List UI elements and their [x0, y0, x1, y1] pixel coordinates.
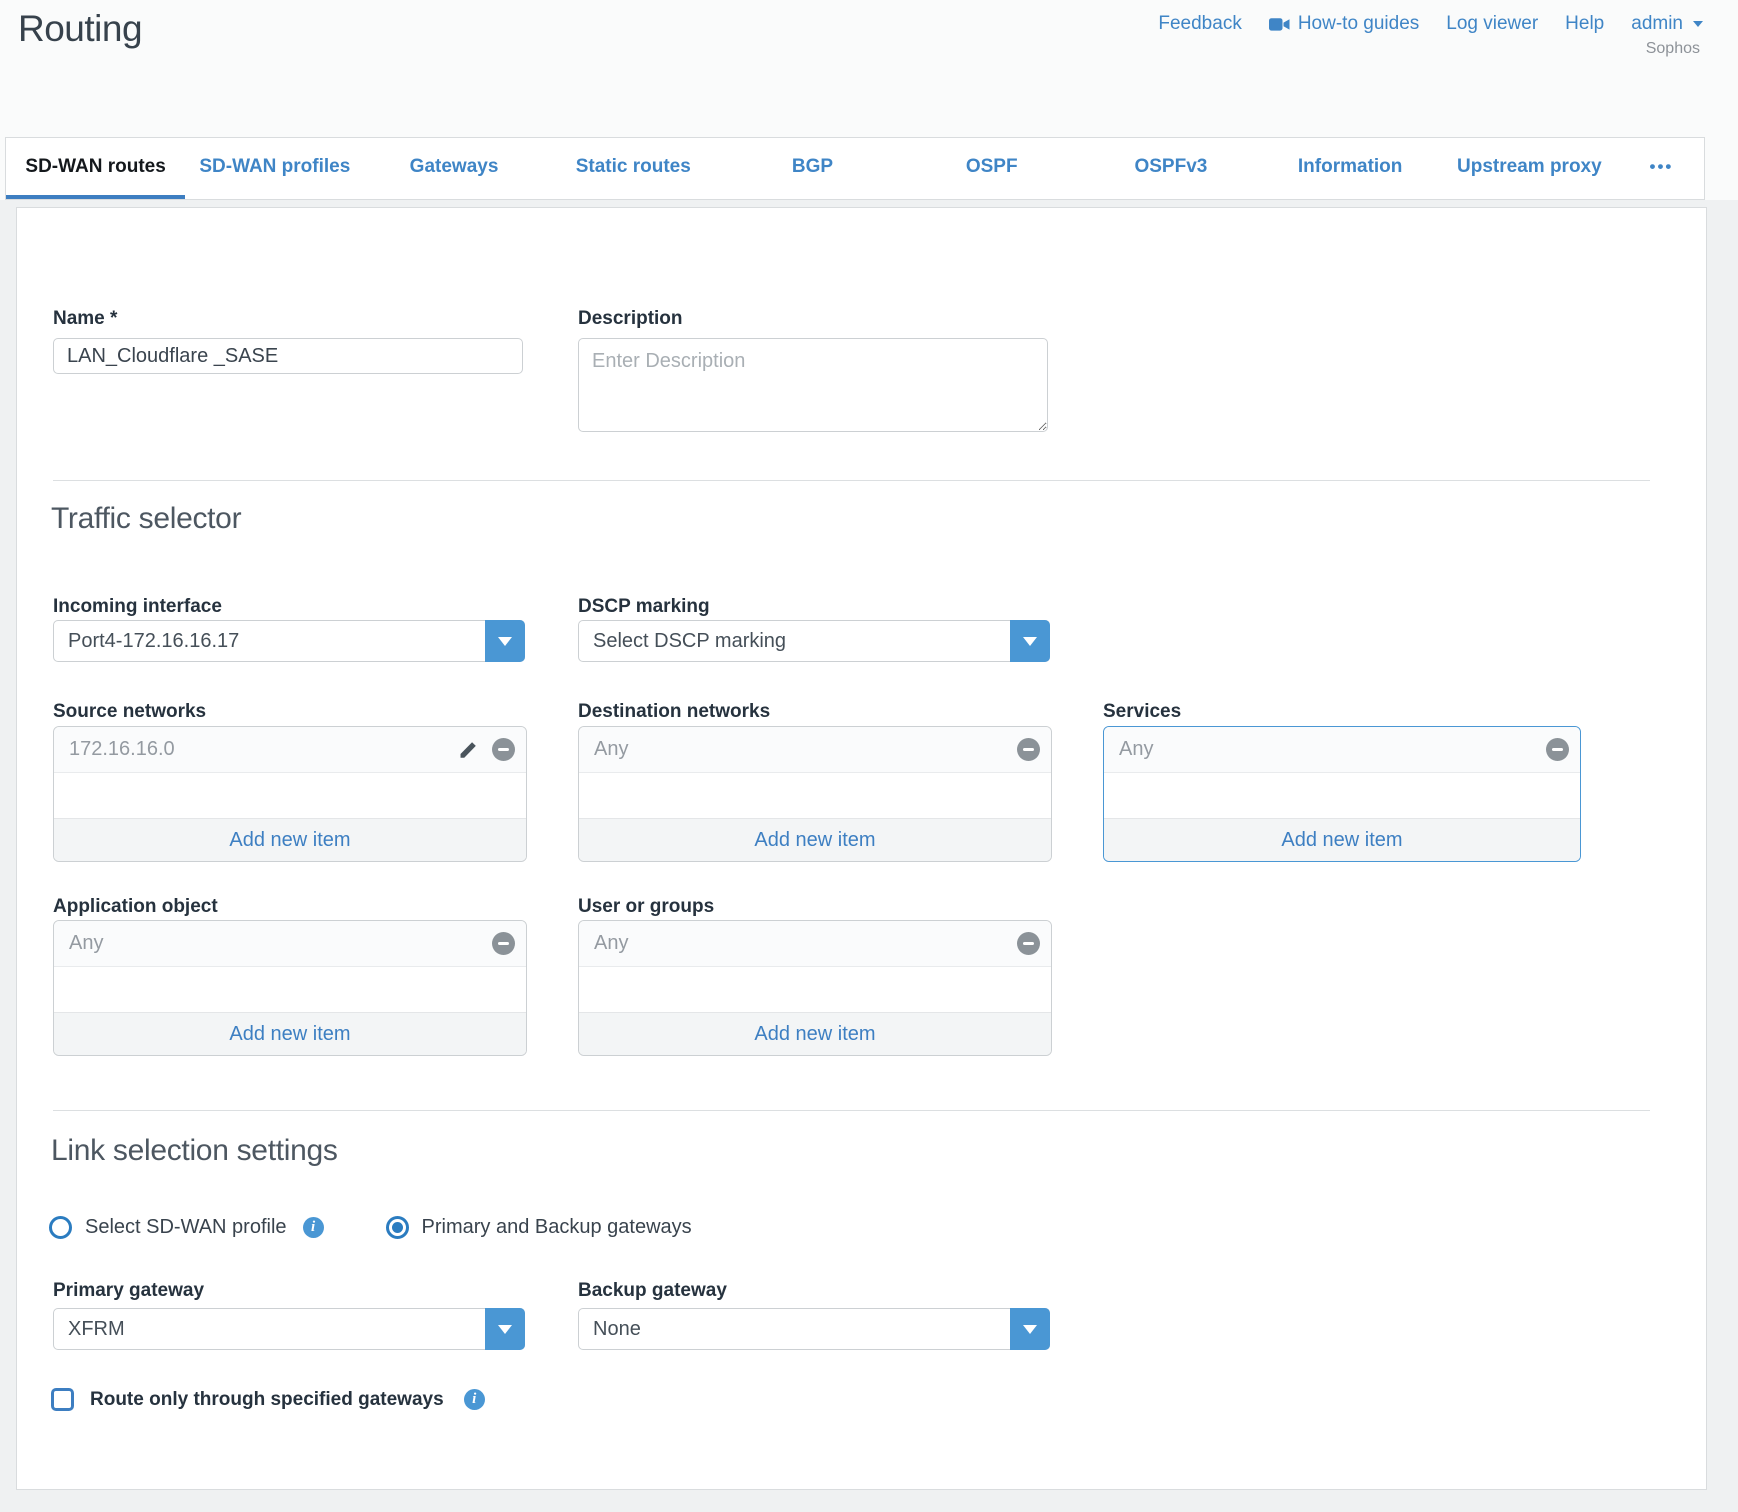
tab-bar: SD-WAN routes SD-WAN profiles Gateways S… — [5, 137, 1705, 200]
list-empty-area — [579, 773, 1051, 818]
description-textarea[interactable] — [578, 338, 1048, 432]
dropdown-arrow-icon[interactable] — [485, 620, 525, 662]
traffic-selector-heading: Traffic selector — [51, 502, 242, 535]
destination-networks-label: Destination networks — [578, 701, 771, 722]
help-link[interactable]: Help — [1565, 13, 1604, 35]
help-label: Help — [1565, 13, 1605, 34]
list-item: Any — [579, 727, 1051, 773]
list-item: Any — [54, 921, 526, 967]
add-new-item-button[interactable]: Add new item — [579, 1012, 1051, 1055]
tab-gateways[interactable]: Gateways — [409, 155, 499, 177]
incoming-interface-label: Incoming interface — [53, 596, 222, 617]
dropdown-arrow-icon[interactable] — [1010, 620, 1050, 662]
video-camera-icon — [1268, 17, 1290, 32]
admin-label: admin — [1631, 13, 1683, 34]
dscp-marking-select[interactable]: Select DSCP marking — [578, 620, 1050, 662]
add-new-item-button[interactable]: Add new item — [54, 1012, 526, 1055]
tab-bgp[interactable]: BGP — [791, 155, 834, 177]
primary-gateway-select[interactable]: XFRM — [53, 1308, 525, 1350]
feedback-link[interactable]: Feedback — [1158, 13, 1241, 35]
list-item: Any — [1104, 727, 1580, 773]
list-item-label: Any — [594, 738, 629, 760]
incoming-interface-select[interactable]: Port4-172.16.16.17 — [53, 620, 525, 662]
link-selection-radio-group: Select SD-WAN profile i Primary and Back… — [49, 1216, 692, 1239]
name-label: Name * — [53, 308, 118, 329]
remove-icon[interactable] — [492, 932, 515, 955]
sdwan-profile-radio[interactable] — [49, 1216, 72, 1239]
dropdown-arrow-icon[interactable] — [1010, 1308, 1050, 1350]
howto-guides-label: How-to guides — [1297, 13, 1420, 34]
list-empty-area — [1104, 773, 1580, 818]
list-item: 172.16.16.0 — [54, 727, 526, 773]
tab-sdwan-profiles[interactable]: SD-WAN profiles — [199, 155, 351, 177]
dscp-marking-label: DSCP marking — [578, 596, 710, 617]
sdwan-profile-radio-label: Select SD-WAN profile — [85, 1216, 287, 1238]
application-object-label: Application object — [53, 896, 218, 917]
user-or-groups-label: User or groups — [578, 896, 715, 917]
list-item: Any — [579, 921, 1051, 967]
add-new-item-button[interactable]: Add new item — [1104, 818, 1580, 861]
list-item-label: Any — [69, 932, 104, 954]
add-new-item-button[interactable]: Add new item — [54, 818, 526, 861]
name-input[interactable] — [53, 338, 523, 374]
howto-guides-link[interactable]: How-to guides — [1268, 13, 1420, 35]
backup-gateway-value: None — [593, 1318, 641, 1340]
description-label: Description — [578, 308, 683, 329]
application-object-box: Any Add new item — [53, 920, 527, 1056]
source-networks-label: Source networks — [53, 701, 207, 722]
admin-menu[interactable]: admin — [1631, 13, 1703, 35]
list-empty-area — [54, 773, 526, 818]
link-selection-heading: Link selection settings — [51, 1134, 338, 1167]
remove-icon[interactable] — [492, 738, 515, 761]
tab-more-menu[interactable]: ••• — [1649, 156, 1674, 176]
tab-static-routes[interactable]: Static routes — [575, 155, 691, 177]
list-empty-area — [54, 967, 526, 1012]
source-networks-box: 172.16.16.0 Add new item — [53, 726, 527, 862]
remove-icon[interactable] — [1546, 738, 1569, 761]
route-only-row: Route only through specified gateways i — [51, 1388, 485, 1411]
destination-networks-box: Any Add new item — [578, 726, 1052, 862]
tab-information[interactable]: Information — [1297, 155, 1403, 177]
add-new-item-button[interactable]: Add new item — [579, 818, 1051, 861]
list-empty-area — [579, 967, 1051, 1012]
top-nav: Feedback How-to guides Log viewer Help a… — [1158, 13, 1703, 35]
sdwan-route-form-panel: Name * Description Traffic selector Inco… — [16, 207, 1707, 1490]
info-icon[interactable]: i — [463, 1389, 485, 1410]
tab-upstream-proxy[interactable]: Upstream proxy — [1457, 155, 1602, 177]
dscp-marking-value: Select DSCP marking — [593, 630, 787, 652]
backup-gateway-label: Backup gateway — [578, 1280, 727, 1301]
backup-gateway-select[interactable]: None — [578, 1308, 1050, 1350]
section-divider — [53, 1110, 1650, 1111]
edit-icon[interactable] — [457, 739, 479, 761]
primary-gateway-value: XFRM — [68, 1318, 125, 1340]
page-title: Routing — [18, 8, 143, 49]
primary-backup-gateways-radio[interactable] — [385, 1216, 409, 1239]
log-viewer-link[interactable]: Log viewer — [1446, 13, 1538, 35]
primary-backup-gateways-radio-label: Primary and Backup gateways — [421, 1216, 692, 1238]
tab-ospfv3[interactable]: OSPFv3 — [1134, 155, 1208, 177]
log-viewer-label: Log viewer — [1446, 13, 1539, 34]
section-divider — [53, 480, 1650, 481]
brand-label: Sophos — [1645, 40, 1700, 57]
list-item-label: Any — [1119, 738, 1154, 760]
remove-icon[interactable] — [1017, 932, 1040, 955]
chevron-down-icon — [1693, 21, 1703, 27]
services-label: Services — [1103, 701, 1182, 722]
list-item-label: Any — [594, 932, 629, 954]
tab-sdwan-routes[interactable]: SD-WAN routes — [6, 138, 186, 199]
remove-icon[interactable] — [1017, 738, 1040, 761]
user-or-groups-box: Any Add new item — [578, 920, 1052, 1056]
route-only-label: Route only through specified gateways — [90, 1388, 444, 1410]
tab-ospf[interactable]: OSPF — [965, 155, 1018, 177]
services-box: Any Add new item — [1103, 726, 1581, 862]
incoming-interface-value: Port4-172.16.16.17 — [68, 630, 240, 652]
primary-gateway-label: Primary gateway — [53, 1280, 205, 1301]
route-only-checkbox[interactable] — [51, 1388, 74, 1411]
dropdown-arrow-icon[interactable] — [485, 1308, 525, 1350]
info-icon[interactable]: i — [302, 1217, 324, 1238]
list-item-label: 172.16.16.0 — [69, 738, 175, 760]
feedback-label: Feedback — [1158, 13, 1242, 34]
